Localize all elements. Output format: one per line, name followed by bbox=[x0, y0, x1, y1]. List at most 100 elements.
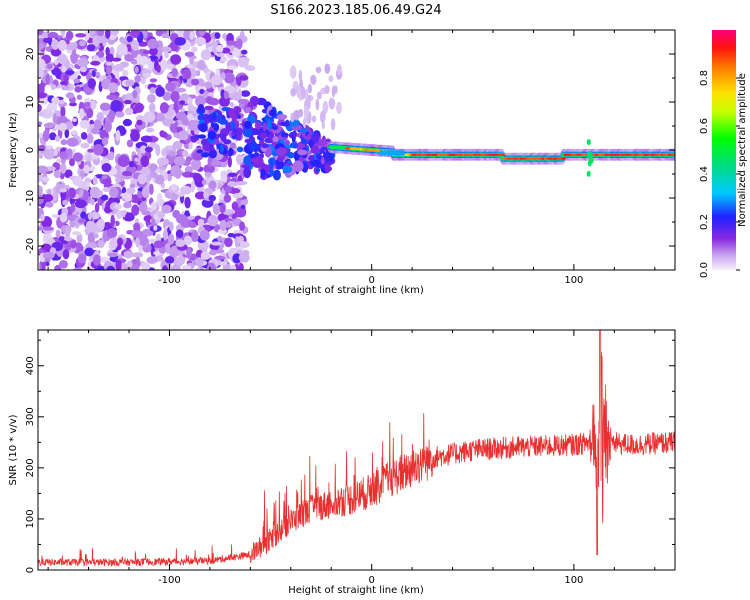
transition-cell bbox=[250, 157, 261, 164]
noise-cell bbox=[169, 123, 179, 133]
noise-cell bbox=[110, 214, 115, 227]
noise-cell bbox=[125, 79, 135, 87]
noise-cell bbox=[98, 256, 110, 263]
noise-cell bbox=[229, 264, 237, 270]
noise-cell bbox=[131, 252, 144, 258]
noise-cell bbox=[131, 204, 140, 216]
noise-cell bbox=[227, 172, 237, 178]
noise-cell bbox=[56, 158, 62, 164]
noise-cell bbox=[59, 212, 68, 223]
noise-cell bbox=[76, 233, 83, 243]
noise-cell bbox=[38, 121, 43, 126]
transition-cell bbox=[228, 147, 233, 157]
transition-cell bbox=[280, 121, 291, 127]
noise-cell bbox=[197, 218, 205, 227]
noise-cell bbox=[210, 74, 223, 86]
noise-cell bbox=[204, 172, 212, 177]
noise-cell bbox=[173, 101, 179, 112]
noise-cell bbox=[125, 212, 135, 221]
noise-cell bbox=[137, 173, 147, 185]
noise-cell bbox=[76, 94, 83, 100]
noise-cell bbox=[232, 193, 244, 199]
noise-cell bbox=[235, 181, 248, 186]
noise-cell bbox=[64, 169, 73, 179]
noise-cell bbox=[38, 144, 46, 151]
noise-cell bbox=[124, 107, 134, 116]
noise-cell bbox=[241, 49, 248, 55]
noise-cell bbox=[190, 158, 202, 171]
noise-cell bbox=[85, 182, 90, 187]
noise-cell bbox=[122, 69, 129, 77]
transition-cell bbox=[315, 168, 321, 173]
noise-cell bbox=[226, 220, 232, 229]
noise-cell bbox=[105, 61, 113, 66]
noise-cell bbox=[219, 219, 227, 231]
noise-cell bbox=[38, 173, 44, 182]
noise-cell bbox=[66, 148, 73, 159]
noise-cell bbox=[60, 105, 66, 118]
x-tick-label: -100 bbox=[158, 575, 181, 586]
noise-cell bbox=[159, 102, 169, 114]
noise-cell bbox=[50, 84, 57, 91]
noise-cell bbox=[87, 232, 96, 244]
noise-cell bbox=[238, 253, 250, 263]
noise-cell bbox=[171, 183, 177, 191]
noise-cell bbox=[93, 119, 102, 130]
transition-cell bbox=[251, 128, 260, 136]
noise-cell bbox=[108, 186, 119, 199]
noise-cell bbox=[298, 108, 304, 118]
noise-cell bbox=[77, 253, 87, 264]
noise-cell bbox=[221, 47, 231, 54]
noise-cell bbox=[92, 175, 98, 186]
transition-cell bbox=[315, 153, 321, 160]
noise-cell bbox=[149, 87, 157, 94]
noise-cell bbox=[117, 237, 123, 247]
transition-cell bbox=[271, 125, 279, 131]
noise-cell bbox=[140, 155, 150, 168]
noise-cell bbox=[141, 186, 150, 198]
noise-cell bbox=[328, 97, 336, 110]
noise-cell bbox=[111, 57, 122, 62]
transition-cell bbox=[289, 142, 298, 149]
noise-cell bbox=[236, 153, 243, 165]
noise-cell bbox=[170, 193, 179, 201]
noise-cell bbox=[141, 262, 151, 270]
transition-cell bbox=[311, 159, 321, 166]
noise-cell bbox=[202, 91, 208, 99]
noise-cell bbox=[310, 74, 317, 85]
noise-cell bbox=[139, 145, 148, 154]
noise-cell bbox=[73, 152, 83, 162]
noise-cell bbox=[156, 192, 163, 202]
noise-cell bbox=[199, 229, 210, 241]
noise-cell bbox=[55, 111, 60, 117]
noise-cell bbox=[223, 72, 235, 84]
noise-cell bbox=[192, 151, 204, 161]
x-tick-label: 100 bbox=[564, 575, 583, 586]
noise-cell bbox=[200, 251, 211, 260]
x-tick-label: -100 bbox=[158, 275, 181, 286]
noise-cell bbox=[86, 107, 94, 119]
noise-cell bbox=[115, 110, 125, 118]
noise-cell bbox=[108, 82, 119, 93]
noise-cell bbox=[211, 160, 222, 166]
noise-cell bbox=[289, 65, 297, 79]
transition-cell bbox=[254, 121, 262, 130]
noise-cell bbox=[57, 53, 68, 65]
noise-cell bbox=[66, 137, 79, 147]
colorbar: 0.0 0.2 0.4 0.6 0.8 Normalized spectral ampl… bbox=[699, 30, 748, 278]
noise-cell bbox=[117, 155, 130, 168]
noise-cell bbox=[66, 45, 75, 51]
noise-cell bbox=[101, 137, 109, 146]
transition-cell bbox=[277, 154, 285, 162]
noise-cell bbox=[80, 142, 90, 149]
snr-xlabel: Height of straight line (km) bbox=[288, 585, 424, 596]
noise-cell bbox=[299, 94, 303, 102]
noise-cell bbox=[170, 264, 181, 270]
noise-cell bbox=[307, 83, 312, 94]
transition-cell bbox=[269, 159, 274, 170]
noise-cell bbox=[179, 185, 192, 195]
noise-cell bbox=[101, 175, 108, 180]
noise-cell bbox=[96, 112, 104, 122]
noise-cell bbox=[43, 194, 54, 202]
